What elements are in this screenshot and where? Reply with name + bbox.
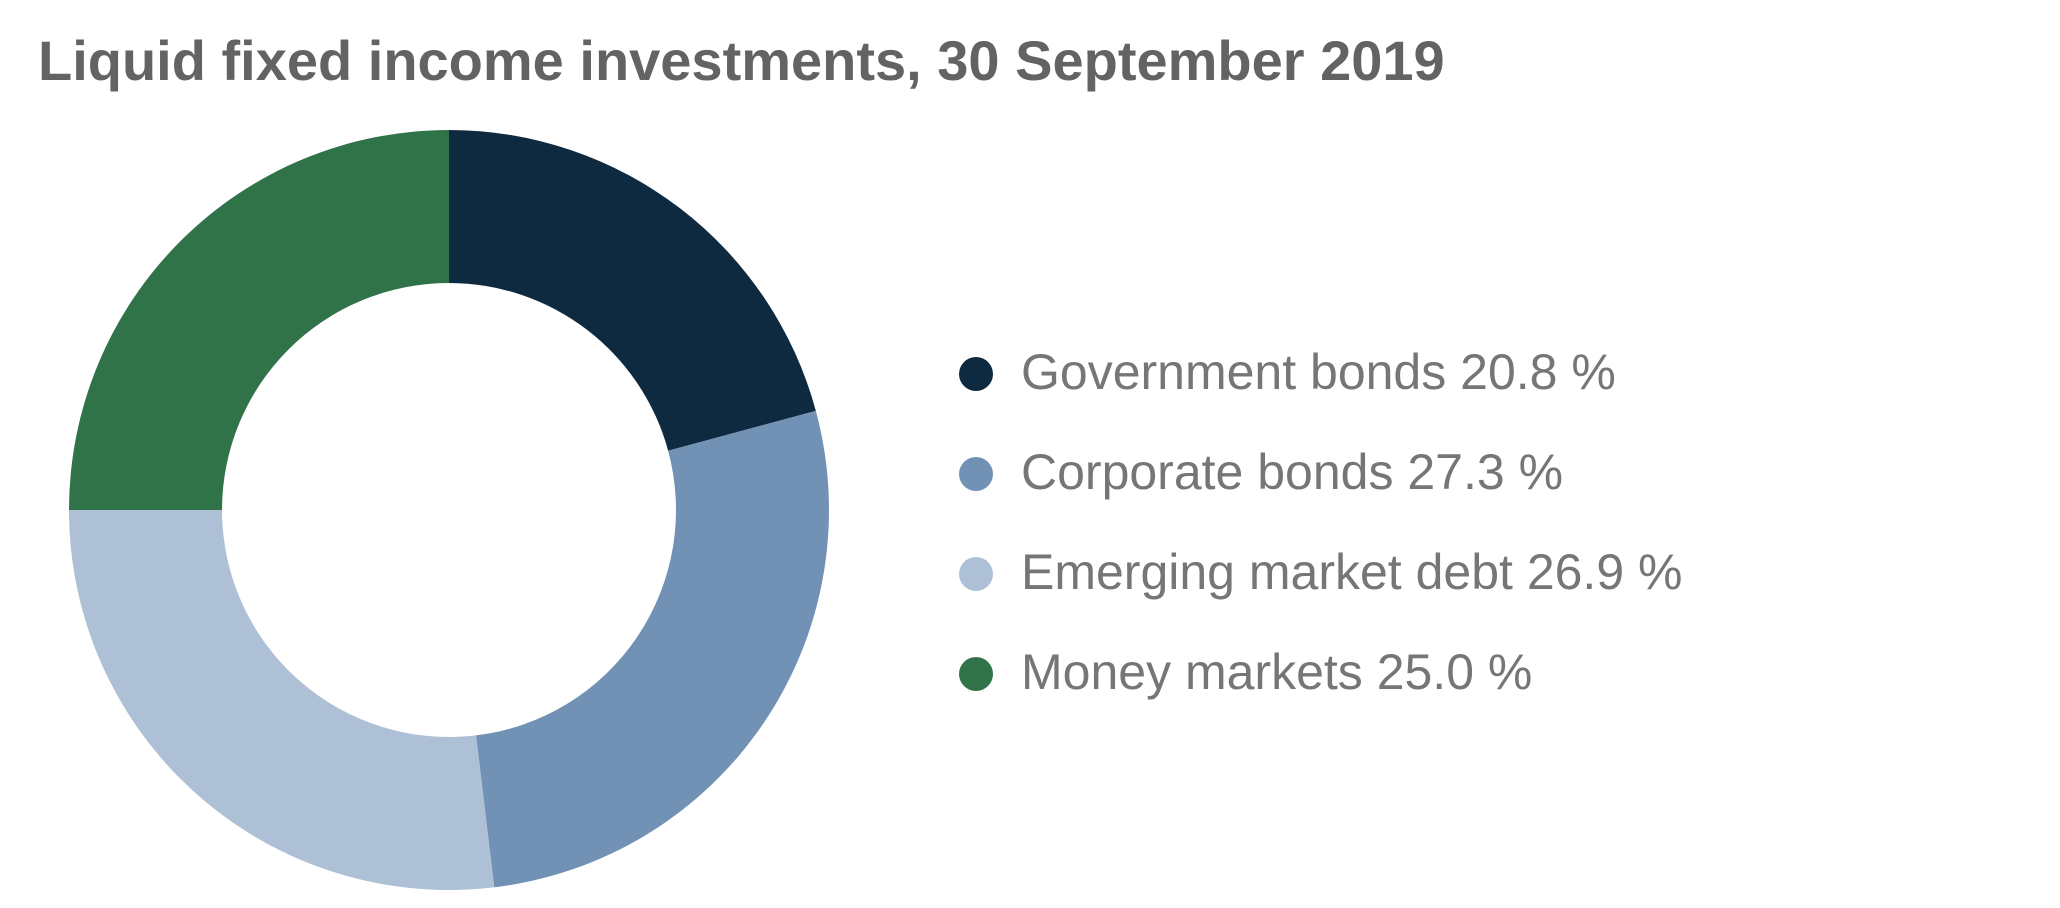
value-label: 26.9 %	[1527, 544, 1683, 600]
legend-marker	[959, 657, 993, 691]
legend-label: Money markets	[1021, 644, 1363, 700]
legend-marker	[959, 557, 993, 591]
legend-entry: Government bonds 20.8 %	[1021, 344, 1616, 400]
legend-label: Government bonds	[1021, 344, 1446, 400]
donut-slice	[476, 410, 830, 888]
legend-entry: Money markets 25.0 %	[1021, 644, 1532, 700]
legend-marker	[959, 457, 993, 491]
chart-title: Liquid fixed income investments, 30 Sept…	[38, 29, 1445, 92]
legend-label: Emerging market debt	[1021, 544, 1513, 600]
value-label: 20.8 %	[1460, 344, 1616, 400]
legend-marker	[959, 357, 993, 391]
donut-slice	[69, 130, 449, 510]
legend-entry: Corporate bonds 27.3 %	[1021, 444, 1563, 500]
value-label: 27.3 %	[1407, 444, 1563, 500]
legend-label: Corporate bonds	[1021, 444, 1393, 500]
value-label: 25.0 %	[1377, 644, 1533, 700]
donut-slice	[449, 130, 816, 451]
donut-slice	[69, 510, 495, 891]
legend-entry: Emerging market debt 26.9 %	[1021, 544, 1682, 600]
